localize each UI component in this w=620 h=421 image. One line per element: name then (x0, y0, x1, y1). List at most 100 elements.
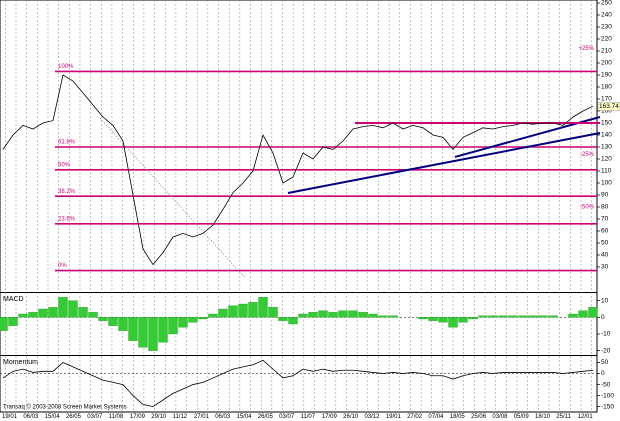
last-price-box (597, 102, 620, 111)
annotation: -25% (580, 152, 595, 158)
macd-bar (308, 312, 318, 318)
macd-bar (278, 317, 288, 321)
macd-bar (178, 317, 188, 328)
macd-bar (58, 297, 68, 318)
y-tick-label: 110 (601, 168, 612, 175)
x-tick-label: 06/03 (23, 414, 39, 420)
y-tick-label: 50 (601, 359, 609, 366)
macd-bar (208, 313, 218, 318)
x-tick-label: 06/03 (215, 414, 231, 420)
macd-bar (288, 317, 298, 325)
x-tick-label: 29/10 (151, 414, 167, 420)
x-tick-label: 03/07 (279, 414, 295, 420)
x-tick-label: 25/06 (471, 414, 487, 420)
plot-frame (0, 0, 598, 413)
macd-bar (8, 317, 18, 326)
macd-bar (298, 313, 308, 318)
fib-label: 38.2% (58, 189, 76, 195)
macd-bar (228, 305, 238, 318)
y-tick-label: -10 (601, 331, 611, 338)
macd-bar (188, 317, 198, 323)
y-tick-label: -50 (601, 381, 611, 388)
y-tick-label: 170 (601, 96, 612, 103)
footer: Transaq © 2003-2008 Screen Market System… (3, 404, 127, 411)
y-tick-label: 10 (601, 297, 609, 304)
y-tick-label: 70 (601, 216, 609, 223)
x-tick-label: 17/09 (130, 414, 146, 420)
macd-bar (128, 317, 138, 341)
macd-bar (158, 317, 168, 343)
macd-bar (388, 315, 398, 318)
macd-bar (578, 310, 588, 318)
macd-bar (318, 310, 328, 318)
x-tick-label: 25/11 (556, 414, 571, 420)
y-tick-label: 50 (601, 240, 609, 247)
macd-bar (418, 317, 428, 320)
fib-label: 50% (58, 162, 71, 168)
x-tick-label: 11/08 (109, 414, 124, 420)
macd-bar (268, 307, 278, 318)
macd-bar (48, 307, 58, 318)
macd-bar (38, 308, 48, 318)
last-price-label: 163.74 (599, 103, 619, 110)
y-tick-label: 40 (601, 252, 609, 259)
y-tick-label: 130 (601, 144, 612, 151)
annotation: +25% (578, 46, 594, 52)
y-tick-label: 90 (601, 192, 609, 199)
macd-bar (378, 315, 388, 318)
macd-bar (588, 307, 598, 318)
macd-bar (0, 317, 8, 331)
macd-bar (148, 317, 158, 351)
x-tick-label: 03/08 (492, 414, 508, 420)
macd-bar (138, 317, 148, 348)
annotation: -50% (580, 205, 595, 211)
x-tick-label: 05/09 (514, 414, 530, 420)
y-tick-label: 160 (601, 108, 612, 115)
macd-bar (538, 315, 548, 318)
macd-bar (68, 300, 78, 318)
macd-bar (458, 317, 468, 323)
macd-bar (78, 307, 88, 318)
macd-bar (328, 312, 338, 318)
y-tick-label: 30 (601, 264, 609, 271)
x-tick-label: 27/02 (407, 414, 423, 420)
macd-bar (468, 317, 478, 320)
macd-bar (168, 317, 178, 335)
macd-bar (428, 317, 438, 321)
x-tick-label: 19/01 (2, 414, 18, 420)
y-tick-label: 200 (601, 60, 612, 67)
fib-label: 23.6% (58, 216, 76, 222)
y-tick-label: 190 (601, 72, 612, 79)
series-line (2, 74, 594, 266)
x-tick-label: 26/10 (343, 414, 359, 420)
y-tick-label: 60 (601, 228, 609, 235)
x-tick-label: 26/05 (66, 414, 82, 420)
macd-bar (498, 315, 508, 318)
fib-label: 0% (58, 263, 67, 269)
macd-bar (28, 312, 38, 318)
x-tick-label: 11/07 (301, 414, 316, 420)
y-tick-label: 120 (601, 156, 612, 163)
x-tick-label: 15/04 (45, 414, 61, 420)
y-tick-label: 240 (601, 12, 612, 19)
macd-bar (368, 313, 378, 318)
macd-bar (338, 310, 348, 318)
macd-bar (358, 312, 368, 318)
series-line (2, 359, 594, 408)
x-tick-label: 26/05 (258, 414, 274, 420)
y-tick-label: -100 (601, 392, 614, 399)
trend-line (287, 131, 601, 194)
macd-bar (518, 315, 528, 318)
y-tick-label: 210 (601, 48, 612, 55)
y-tick-label: 0 (601, 370, 605, 377)
y-tick-label: -20 (601, 347, 611, 354)
y-tick-label: 180 (601, 84, 612, 91)
fib-label: 61.8% (58, 140, 76, 146)
y-tick-label: 230 (601, 24, 612, 31)
y-tick-label: 80 (601, 204, 609, 211)
macd-bar (118, 317, 128, 331)
y-tick-label: -150 (601, 403, 614, 410)
macd-bar (568, 313, 578, 318)
x-tick-label: 11/12 (173, 414, 188, 420)
macd-bar (438, 317, 448, 323)
